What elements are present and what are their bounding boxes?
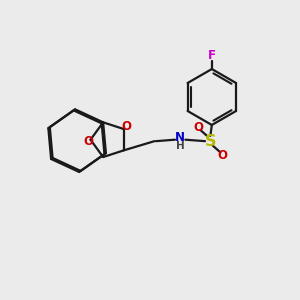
Text: F: F (208, 49, 216, 62)
Text: H: H (176, 141, 184, 151)
Text: N: N (174, 131, 184, 144)
Text: S: S (205, 134, 216, 149)
Text: O: O (193, 121, 203, 134)
Text: O: O (218, 149, 228, 162)
Text: O: O (83, 135, 93, 148)
Text: O: O (121, 120, 131, 133)
